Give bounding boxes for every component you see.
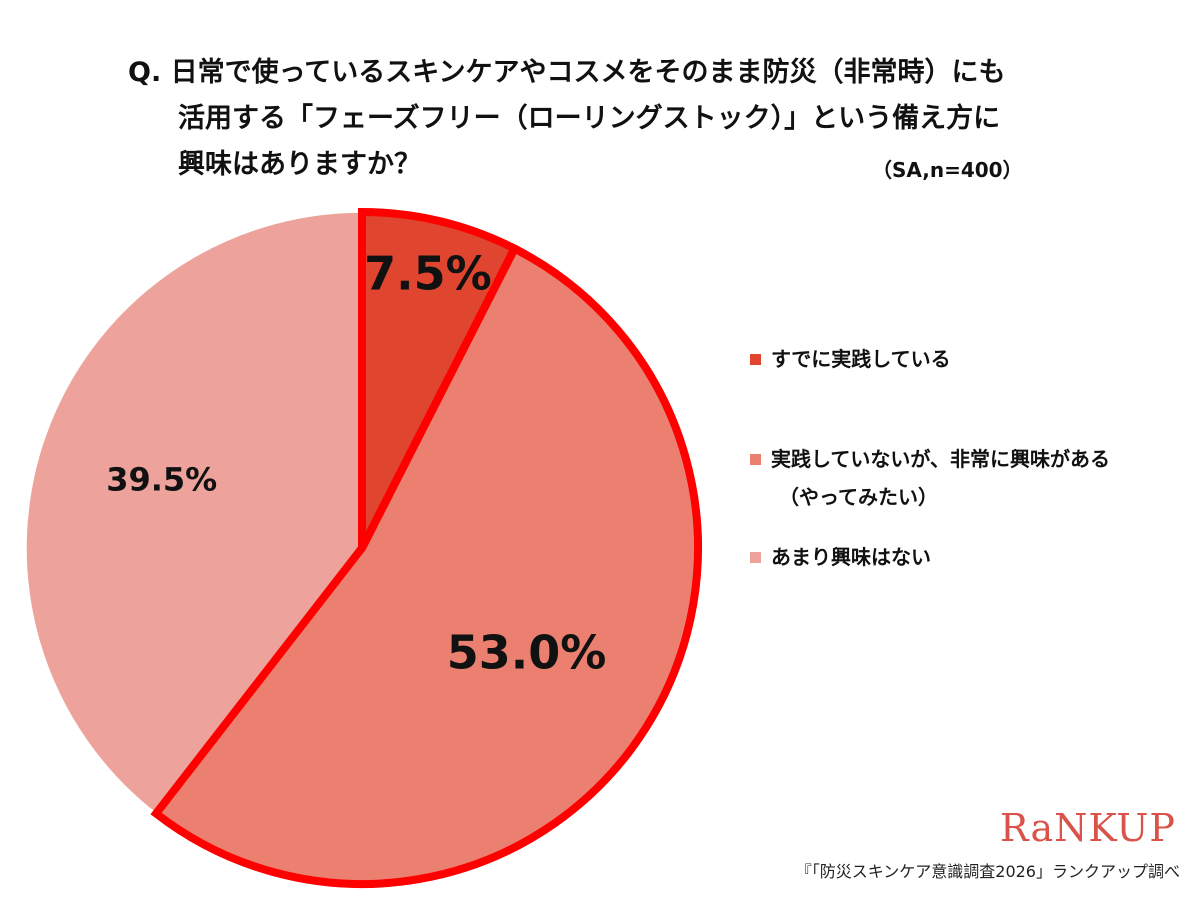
legend-swatch-1 xyxy=(750,354,761,365)
slice-not-interested xyxy=(25,211,363,815)
slice-very-interested-highlight-outline xyxy=(150,243,702,888)
legend-label-1: すでに実践している xyxy=(771,340,951,378)
title-line-3: 興味はありますか？ xyxy=(178,149,421,180)
legend-label-3-text: あまり興味はない xyxy=(771,545,931,569)
legend-label-1-text: すでに実践している xyxy=(771,347,951,371)
title-line-2: 活用する「フェーズフリー（ローリングストック）」という備え方に xyxy=(178,103,1001,134)
legend-label-3: あまり興味はない xyxy=(771,538,931,576)
legend-swatch-3 xyxy=(750,552,761,563)
source-note: 『「防災スキンケア意識調査2026」ランクアップ調べ xyxy=(795,862,1180,881)
slice-label-very-interested: 53.0% xyxy=(447,625,607,679)
chart-title: Q. 日常で使っているスキンケアやコスメをそのまま防災（非常時）にも 活用する「… xyxy=(128,50,1028,188)
slice-already-practicing-highlight-outline xyxy=(358,207,520,550)
legend-item-already-practicing: すでに実践している xyxy=(750,340,951,378)
legend-swatch-2 xyxy=(750,454,761,465)
legend-item-very-interested: 実践していないが、非常に興味がある （やってみたい） xyxy=(750,440,1110,516)
sample-size-note: （SA,n=400） xyxy=(872,158,1023,182)
slice-label-already-practicing: 7.5% xyxy=(364,247,492,301)
legend-label-2: 実践していないが、非常に興味がある （やってみたい） xyxy=(771,440,1110,516)
legend-label-2-text: 実践していないが、非常に興味がある xyxy=(771,447,1110,471)
slice-label-not-interested: 39.5% xyxy=(106,460,217,498)
legend-label-2-sub: （やってみたい） xyxy=(779,485,938,509)
legend-item-not-interested: あまり興味はない xyxy=(750,538,931,576)
title-line-1: Q. 日常で使っているスキンケアやコスメをそのまま防災（非常時）にも xyxy=(128,57,1006,88)
brand-logo: RaNKUP xyxy=(999,806,1176,850)
